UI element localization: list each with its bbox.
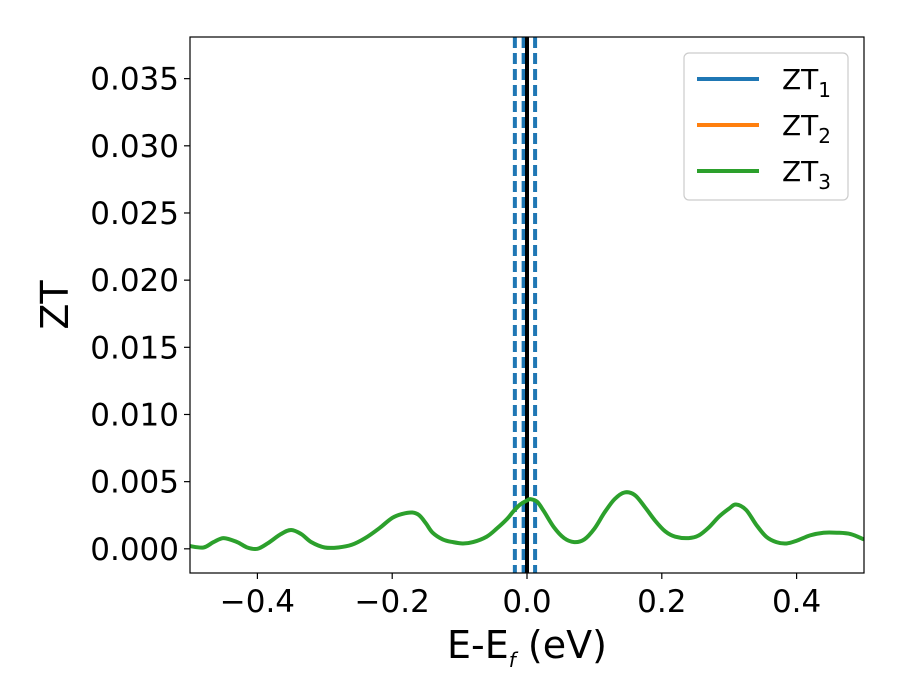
y-axis-ticks: 0.000 0.005 0.010 0.015 0.020 0.025 0.030 0.035 (90, 62, 190, 568)
y-tick-label: 0.000 (90, 532, 179, 568)
y-tick-label: 0.025 (90, 196, 179, 232)
legend-label-3: ZT3 (782, 155, 831, 194)
y-axis-label: ZT (33, 280, 77, 330)
vertical-markers (512, 37, 538, 573)
x-tick-label: 0.4 (772, 584, 821, 620)
x-axis-label: E-Ef (eV) (447, 623, 607, 672)
y-tick-label: 0.020 (90, 263, 179, 299)
x-tick-label: 0.0 (502, 584, 551, 620)
y-tick-label: 0.005 (90, 465, 179, 501)
series-layer (190, 490, 864, 552)
x-tick-label: −0.2 (355, 584, 430, 620)
y-tick-label: 0.015 (90, 330, 179, 366)
x-tick-label: 0.2 (637, 584, 686, 620)
legend-label-2: ZT2 (782, 109, 831, 148)
x-tick-label: −0.4 (220, 584, 295, 620)
legend-label-1: ZT1 (782, 63, 831, 102)
series-line-zt3 (190, 490, 864, 552)
legend: ZT1 ZT2 ZT3 (683, 52, 849, 201)
y-tick-label: 0.030 (90, 129, 179, 165)
y-tick-label: 0.010 (90, 397, 179, 433)
legend-box (683, 52, 849, 201)
x-axis-ticks: −0.4 −0.2 0.0 0.2 0.4 (220, 573, 821, 620)
y-tick-label: 0.035 (90, 62, 179, 98)
